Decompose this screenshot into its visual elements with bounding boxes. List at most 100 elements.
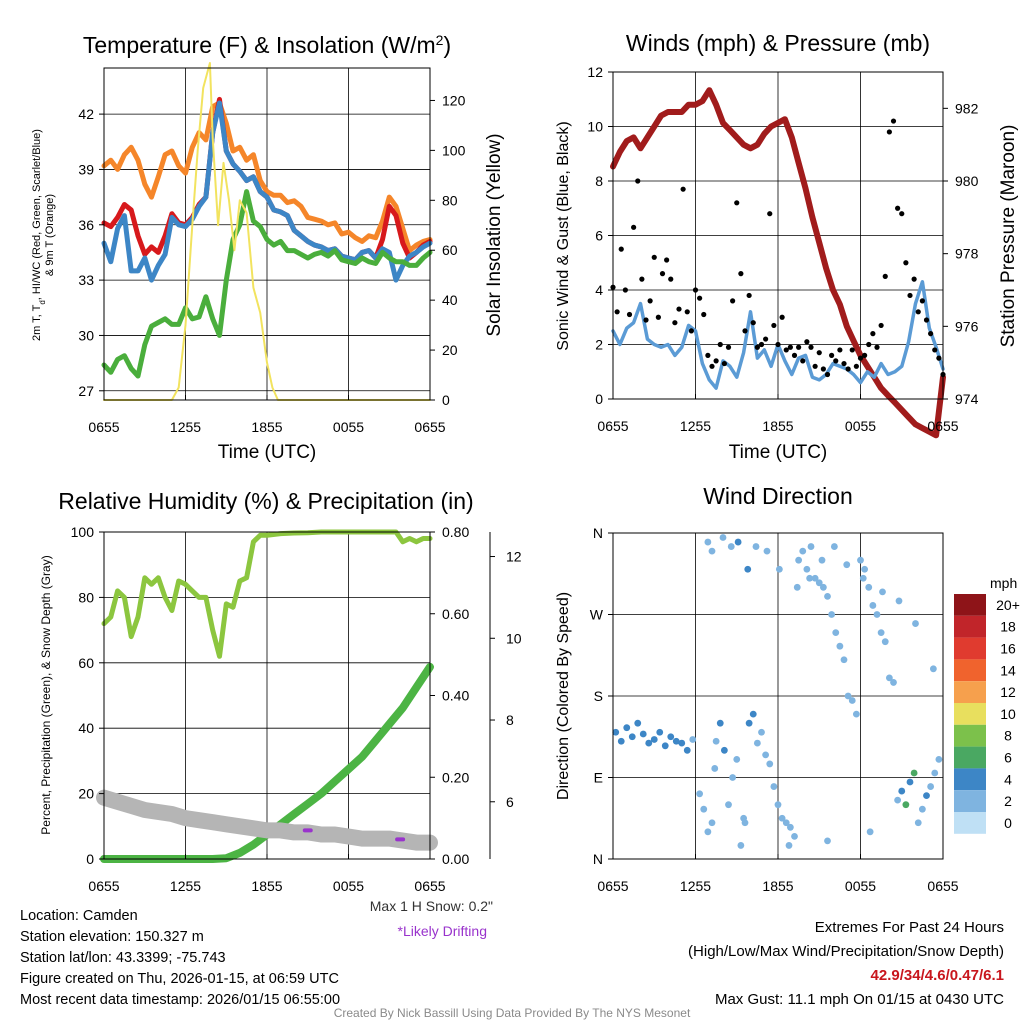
elevation-text: Station elevation: 150.327 m <box>20 929 204 945</box>
direction-point <box>729 774 737 781</box>
gust-point <box>853 363 859 369</box>
colorbar-swatch <box>954 637 986 660</box>
temperature-ylabel-line2: & 9m T (Orange) <box>44 194 56 276</box>
gust-point <box>866 341 872 348</box>
direction-point <box>866 828 874 836</box>
direction-point <box>791 832 798 840</box>
direction-point <box>819 583 827 591</box>
gust-point <box>870 331 876 337</box>
direction-point <box>857 556 864 564</box>
direction-point <box>628 733 636 741</box>
temperature-title: Temperature (F) & Insolation (W/m2) <box>83 32 451 58</box>
y-tick-label: 33 <box>78 272 94 288</box>
wind-direction-panel: Wind Direction 0655 1255 1855 0055 0655 N E S W N… <box>555 483 1020 894</box>
direction-point <box>708 547 716 555</box>
direction-point <box>753 739 761 747</box>
direction-point <box>865 583 873 591</box>
direction-point <box>634 719 642 727</box>
x-tick-label: 0655 <box>414 878 445 894</box>
created-text: Figure created on Thu, 2026-01-15, at 06… <box>20 971 339 987</box>
station-info: Location: Camden Station elevation: 150.… <box>20 906 340 1011</box>
direction-point <box>727 543 735 550</box>
gust-point <box>725 344 732 350</box>
x-tick-label: 0655 <box>597 878 628 894</box>
direction-point <box>612 728 620 736</box>
colorbar-title: mph <box>990 575 1017 591</box>
gust-point <box>659 271 666 277</box>
direction-point <box>912 620 919 627</box>
colorbar-label: 4 <box>1004 771 1012 787</box>
y2-tick-label: 80 <box>442 192 458 208</box>
extremes-info: Extremes For Past 24 Hours (High/Low/Max… <box>688 916 1004 1012</box>
gust-point <box>655 314 661 320</box>
gust-point <box>895 205 901 211</box>
colorbar-label: 6 <box>1004 750 1012 766</box>
series-precip <box>100 662 434 863</box>
gust-point <box>676 306 682 312</box>
y2-tick-label: 100 <box>442 142 466 158</box>
direction-point <box>914 819 922 827</box>
direction-point <box>744 565 752 573</box>
direction-point <box>885 674 893 682</box>
temperature-ylabel-line1: 2m T, Td, HI/WC (Red, Green, Scarlet/Blu… <box>31 129 47 341</box>
wind-direction-ylabel: Direction (Colored By Speed) <box>555 592 572 800</box>
temperature-xlabel: Time (UTC) <box>218 442 317 463</box>
snow-max-label: Max 1 H Snow: 0.2" <box>370 898 493 914</box>
x-tick-label: 1255 <box>680 418 711 434</box>
direction-point <box>737 842 745 849</box>
direction-point <box>775 565 783 573</box>
gust-point <box>684 309 690 315</box>
pressure-ylabel: Station Pressure (Maroon) <box>998 125 1019 348</box>
x-tick-label: 0655 <box>927 418 958 434</box>
humidity-axes: 0655 1255 1855 0055 0655 0 20 40 60 80 100 0.00 0.20… <box>71 524 522 894</box>
max-gust-text: Max Gust: 11.1 mph On 01/15 at 0430 UTC <box>714 991 1004 1008</box>
direction-point <box>935 755 943 763</box>
direction-point <box>645 739 653 747</box>
snow-axis-label: 12 <box>506 549 522 565</box>
y-tick-label: 39 <box>78 161 94 177</box>
gust-point <box>705 352 711 358</box>
direction-point <box>879 588 886 596</box>
direction-point <box>861 565 869 573</box>
x-tick-label: 0055 <box>333 878 364 894</box>
gust-point <box>899 211 905 217</box>
direction-point <box>910 769 918 777</box>
gust-point <box>709 363 715 369</box>
colorbar-label: 14 <box>1000 662 1016 678</box>
gust-point <box>622 287 628 293</box>
direction-point <box>811 574 819 582</box>
gust-point <box>750 320 756 326</box>
direction-point <box>877 629 885 637</box>
series-insolation <box>103 62 431 401</box>
gust-point <box>907 292 913 299</box>
direction-point <box>898 787 906 795</box>
gust-point <box>833 358 839 364</box>
gust-point <box>701 311 707 318</box>
direction-point <box>708 819 716 827</box>
wind-direction-points <box>612 534 943 849</box>
gust-point <box>767 211 773 217</box>
gust-point <box>614 309 620 315</box>
colorbar-label: 18 <box>1000 619 1016 635</box>
gust-point <box>857 355 864 361</box>
y-tick-label: N <box>593 851 603 867</box>
humidity-title: Relative Humidity (%) & Precipitation (i… <box>58 488 473 514</box>
gust-point <box>721 360 727 367</box>
direction-point <box>734 538 742 546</box>
x-tick-label: 0655 <box>88 878 119 894</box>
direction-point <box>716 719 724 727</box>
gust-point <box>882 273 888 279</box>
gust-point <box>635 178 641 184</box>
colorbar-label: 0 <box>1004 815 1012 831</box>
direction-point <box>894 796 902 804</box>
wind-ylabel: Sonic Wind & Gust (Blue, Black) <box>555 121 572 350</box>
gust-point <box>779 314 785 320</box>
gust-point <box>824 371 831 378</box>
gust-point <box>791 352 798 358</box>
temperature-panel: Temperature (F) & Insolation (W/m2) 0655… <box>31 32 505 463</box>
gust-point <box>618 246 624 252</box>
y2-tick-label: 978 <box>955 246 979 262</box>
gust-point <box>639 276 645 282</box>
colorbar-swatch <box>954 812 986 834</box>
insolation-ylabel: Solar Insolation (Yellow) <box>484 133 505 336</box>
